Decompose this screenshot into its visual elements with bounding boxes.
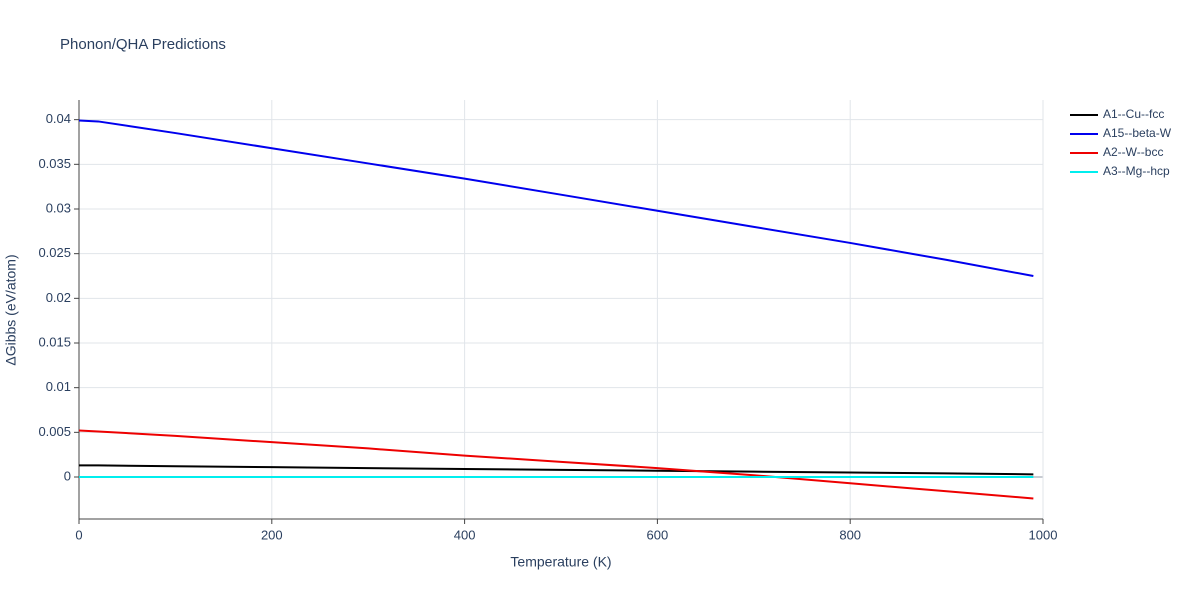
legend-label: A1--Cu--fcc bbox=[1103, 107, 1164, 121]
y-tick-label: 0.015 bbox=[38, 334, 71, 349]
series-line bbox=[79, 464, 1034, 476]
y-tick-label: 0.025 bbox=[38, 245, 71, 260]
y-tick-label: 0.04 bbox=[46, 111, 71, 126]
series-line bbox=[78, 119, 1034, 277]
y-tick-label: 0.035 bbox=[38, 156, 71, 171]
x-tick-label: 400 bbox=[454, 527, 476, 542]
y-axis-title: ΔGibbs (eV/atom) bbox=[3, 254, 19, 365]
x-tick-label: 1000 bbox=[1029, 527, 1058, 542]
x-tick-label: 200 bbox=[261, 527, 283, 542]
x-tick-label: 600 bbox=[647, 527, 669, 542]
series-line bbox=[78, 429, 1034, 500]
y-tick-label: 0.02 bbox=[46, 290, 71, 305]
y-tick-label: 0.03 bbox=[46, 200, 71, 215]
x-axis-title: Temperature (K) bbox=[510, 554, 611, 570]
y-tick-label: 0 bbox=[64, 468, 71, 483]
legend-label: A15--beta-W bbox=[1103, 126, 1172, 140]
y-tick-label: 0.01 bbox=[46, 379, 71, 394]
x-tick-label: 800 bbox=[839, 527, 861, 542]
y-tick-label: 0.005 bbox=[38, 424, 71, 439]
legend-label: A2--W--bcc bbox=[1103, 145, 1163, 159]
x-tick-label: 0 bbox=[75, 527, 82, 542]
chart-title: Phonon/QHA Predictions bbox=[60, 36, 226, 53]
legend-label: A3--Mg--hcp bbox=[1103, 164, 1170, 178]
